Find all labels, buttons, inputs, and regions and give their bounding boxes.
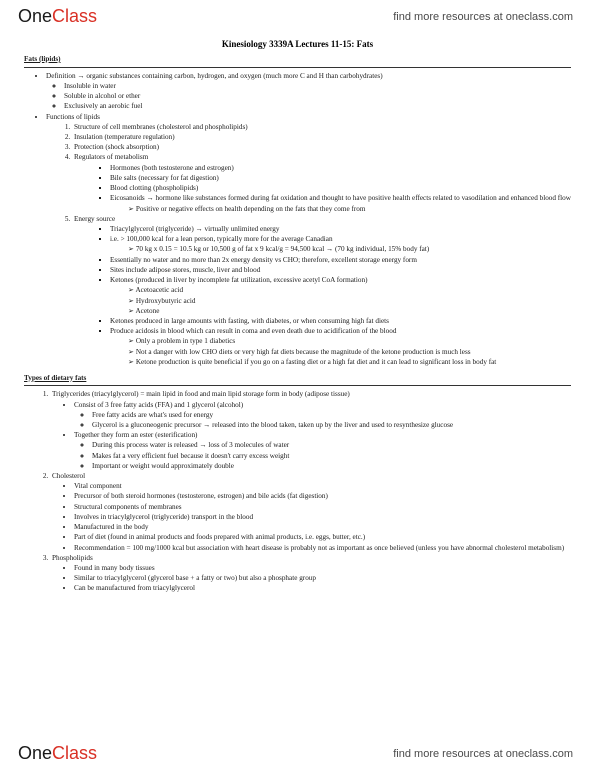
list-item: Vital component (74, 482, 571, 492)
section-heading-fats: Fats (lipids) (24, 55, 571, 65)
list-item: Ketones produced in large amounts with f… (110, 317, 571, 327)
list-item: Acetone (128, 307, 571, 317)
logo[interactable]: OneClass (18, 6, 97, 27)
list-item: Exclusively an aerobic fuel (64, 102, 571, 112)
list-item: Bile salts (necessary for fat digestion) (110, 174, 571, 184)
list-item: Makes fat a very efficient fuel because … (92, 452, 571, 462)
list-item: Hormones (both testosterone and estrogen… (110, 164, 571, 174)
text: Cholesterol (52, 472, 85, 480)
list-item: i.e. > 100,000 kcal for a lean person, t… (110, 235, 571, 255)
list-item: Important or weight would approximately … (92, 462, 571, 472)
footer-resources-link[interactable]: find more resources at oneclass.com (393, 748, 573, 760)
list-item: Phospholipids Found in many body tissues… (50, 554, 571, 594)
list-item: Sites include adipose stores, muscle, li… (110, 266, 571, 276)
list-item: Glycerol is a gluconeogenic precursor → … (92, 421, 571, 431)
list-item: Similar to triacylglycerol (glycerol bas… (74, 574, 571, 584)
document-title: Kinesiology 3339A Lectures 11-15: Fats (0, 39, 595, 49)
list-item: Cholesterol Vital component Precursor of… (50, 472, 571, 553)
logo-part-one: One (18, 743, 52, 764)
list-item: Involves in triacylglycerol (triglycerid… (74, 513, 571, 523)
list-item: Essentially no water and no more than 2x… (110, 256, 571, 266)
list-item: Triglycerides (triacylglycerol) = main l… (50, 390, 571, 471)
divider (24, 67, 571, 68)
list-item: Only a problem in type 1 diabetics (128, 337, 571, 347)
list-item: Recommendation = 100 mg/1000 kcal but as… (74, 544, 571, 554)
text: Consist of 3 free fatty acids (FFA) and … (74, 401, 243, 409)
list-item: Ketones (produced in liver by incomplete… (110, 276, 571, 316)
text: Definition → organic substances containi… (46, 72, 383, 80)
text: i.e. > 100,000 kcal for a lean person, t… (110, 235, 333, 243)
text: Triglycerides (triacylglycerol) = main l… (52, 390, 350, 398)
list-item: Found in many body tissues (74, 564, 571, 574)
list-item: Triacylglycerol (triglyceride) → virtual… (110, 225, 571, 235)
list-item: During this process water is released → … (92, 441, 571, 451)
list-item: Functions of lipids Structure of cell me… (46, 113, 571, 368)
text: Eicosanoids → hormone like substances fo… (110, 194, 571, 202)
text: Together they form an ester (esterificat… (74, 431, 197, 439)
list-item: Precursor of both steroid hormones (test… (74, 492, 571, 502)
list-item: Not a danger with low CHO diets or very … (128, 348, 571, 358)
list-item: Energy source Triacylglycerol (triglycer… (72, 215, 571, 368)
text: Phospholipids (52, 554, 93, 562)
list-item: Manufactured in the body (74, 523, 571, 533)
list-item: Ketone production is quite beneficial if… (128, 358, 571, 368)
list-item: 70 kg x 0.15 = 10.5 kg or 10,500 g of fa… (128, 245, 571, 255)
list-item: Eicosanoids → hormone like substances fo… (110, 194, 571, 214)
document-body: Fats (lipids) Definition → organic subst… (0, 55, 595, 594)
list-item: Structural components of membranes (74, 503, 571, 513)
list-item: Acetoacetic acid (128, 286, 571, 296)
list-item: Positive or negative effects on health d… (128, 205, 571, 215)
text: Ketones (produced in liver by incomplete… (110, 276, 367, 284)
text: Produce acidosis in blood which can resu… (110, 327, 396, 335)
footer-logo[interactable]: OneClass (18, 743, 97, 764)
divider (24, 385, 571, 386)
list-item: Can be manufactured from triacylglycerol (74, 584, 571, 594)
list-item: Hydroxybutyric acid (128, 297, 571, 307)
logo-part-class: Class (52, 743, 97, 764)
logo-part-class: Class (52, 6, 97, 27)
list-item: Part of diet (found in animal products a… (74, 533, 571, 543)
list-item: Definition → organic substances containi… (46, 72, 571, 112)
list-item: Insulation (temperature regulation) (72, 133, 571, 143)
list-item: Free fatty acids are what's used for ene… (92, 411, 571, 421)
list-item: Produce acidosis in blood which can resu… (110, 327, 571, 367)
list-item: Together they form an ester (esterificat… (74, 431, 571, 471)
list-item: Soluble in alcohol or ether (64, 92, 571, 102)
footer-bar: OneClass find more resources at oneclass… (0, 739, 595, 770)
header-bar: OneClass find more resources at oneclass… (0, 0, 595, 31)
text: Energy source (74, 215, 115, 223)
logo-part-one: One (18, 6, 52, 27)
text: Functions of lipids (46, 113, 100, 121)
list-item: Regulators of metabolism Hormones (both … (72, 153, 571, 214)
list-item: Insoluble in water (64, 82, 571, 92)
section-heading-types: Types of dietary fats (24, 374, 571, 384)
list-item: Structure of cell membranes (cholesterol… (72, 123, 571, 133)
list-item: Blood clotting (phospholipids) (110, 184, 571, 194)
list-item: Protection (shock absorption) (72, 143, 571, 153)
list-item: Consist of 3 free fatty acids (FFA) and … (74, 401, 571, 431)
header-resources-link[interactable]: find more resources at oneclass.com (393, 11, 573, 23)
text: Regulators of metabolism (74, 153, 148, 161)
